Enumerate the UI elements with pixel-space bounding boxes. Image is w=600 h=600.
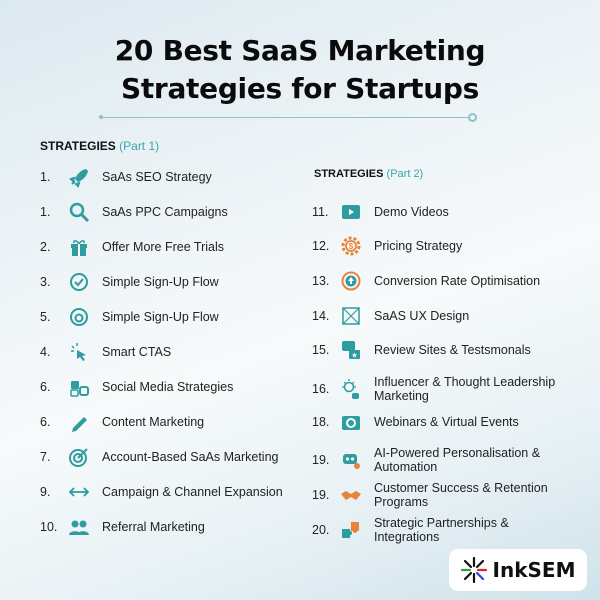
item-label: Simple Sign-Up Flow xyxy=(102,310,219,324)
starburst-icon xyxy=(460,557,487,583)
item-number: 11. xyxy=(312,205,329,219)
social-media-icon xyxy=(68,376,90,398)
item-label: SaAs SEO Strategy xyxy=(102,170,212,184)
item-label: SaAs PPC Campaigns xyxy=(102,205,228,219)
review-chat-icon: ★ xyxy=(340,339,362,361)
item-number: 18. xyxy=(312,415,330,429)
item-number: 5. xyxy=(40,310,51,324)
item-label: Offer More Free Trials xyxy=(102,240,225,254)
gift-icon xyxy=(68,236,90,258)
item-label: Webinars & Virtual Events xyxy=(374,415,519,429)
page-title: 20 Best SaaS Marketing Strategies for St… xyxy=(114,34,486,105)
handshake-icon xyxy=(340,484,362,506)
list-item: 19. Customer Success & Retention Programs xyxy=(312,481,564,509)
divider-end xyxy=(468,113,477,122)
svg-text:$: $ xyxy=(349,242,354,251)
item-label: Account-Based SaAs Marketing xyxy=(102,450,279,464)
item-number: 1. xyxy=(40,170,51,184)
item-label: Referral Marketing xyxy=(102,520,205,534)
item-label: Review Sites & Testsmonals xyxy=(374,343,531,357)
list-item: 19. AI-Powered Personalisation & Automati… xyxy=(312,446,564,474)
play-video-icon xyxy=(340,201,362,223)
wireframe-icon xyxy=(340,305,362,327)
list-item: 6. Content Marketing xyxy=(40,411,204,433)
search-icon xyxy=(68,201,90,223)
item-number: 15. xyxy=(312,343,330,357)
item-number: 3. xyxy=(40,275,51,289)
part2-heading: STRATEGIES (Part 2) xyxy=(314,168,424,180)
list-item: 20. Strategic Partnerships & Integrations xyxy=(312,516,564,544)
inksem-logo: InkSEM xyxy=(449,549,587,591)
item-label: SaAS UX Design xyxy=(374,309,470,323)
svg-text:★: ★ xyxy=(351,352,357,360)
list-item: 2. Offer More Free Trials xyxy=(40,236,224,258)
list-item: 12. $ Pricing Strategy xyxy=(312,235,462,257)
item-label: Strategic Partnerships & Integrations xyxy=(374,516,509,544)
item-number: 10. xyxy=(40,520,58,534)
item-label: Pricing Strategy xyxy=(374,239,463,253)
people-icon xyxy=(68,516,90,538)
list-item: 14. SaAS UX Design xyxy=(312,305,469,327)
arrow-up-circle-icon xyxy=(340,270,362,292)
robot-icon xyxy=(340,449,362,471)
item-number: 9. xyxy=(40,485,51,499)
item-number: 14. xyxy=(312,309,330,323)
puzzle-icon xyxy=(340,519,362,541)
item-number: 7. xyxy=(40,450,51,464)
pointer-click-icon xyxy=(68,341,90,363)
target-icon xyxy=(68,446,90,468)
list-item: 10. Referral Marketing xyxy=(40,516,205,538)
item-number: 20. xyxy=(312,523,330,537)
item-label: Smart CTAS xyxy=(102,345,172,359)
list-item: 11. Demo Videos xyxy=(312,201,449,223)
list-item: 5. Simple Sign-Up Flow xyxy=(40,306,219,328)
list-item: 9. Campaign & Channel Expansion xyxy=(40,481,283,503)
camera-icon xyxy=(340,411,362,433)
item-label: Campaign & Channel Expansion xyxy=(102,485,283,499)
pencil-icon xyxy=(68,411,90,433)
item-number: 16. xyxy=(312,382,330,396)
item-number: 6. xyxy=(40,380,51,394)
list-item: 16. Influencer & Thought Leadership Marke… xyxy=(312,375,564,403)
item-label: Influencer & Thought Leadership Marketin… xyxy=(374,375,556,403)
list-item: 13. Conversion Rate Optimisation xyxy=(312,270,540,292)
rocket-icon xyxy=(68,166,90,188)
list-item: 15. ★ Review Sites & Testsmonals xyxy=(312,339,531,361)
dollar-gear-icon: $ xyxy=(340,235,362,257)
item-label: Demo Videos xyxy=(374,205,449,219)
list-item: 7. Account-Based SaAs Marketing xyxy=(40,446,278,468)
list-item: 1. SaAs PPC Campaigns xyxy=(40,201,228,223)
item-number: 4. xyxy=(40,345,51,359)
list-item: 3. Simple Sign-Up Flow xyxy=(40,271,219,293)
item-number: 12. xyxy=(312,239,330,253)
target-circle-icon xyxy=(68,306,90,328)
divider xyxy=(100,117,470,118)
item-label: Customer Success & Retention Programs xyxy=(374,481,548,509)
list-item: 1. SaAs SEO Strategy xyxy=(40,166,212,188)
item-number: 6. xyxy=(40,415,51,429)
item-label: AI-Powered Personalisation & Automation xyxy=(374,446,541,474)
divider-dot xyxy=(99,115,103,119)
list-item: 6. Social Media Strategies xyxy=(40,376,233,398)
item-number: 19. xyxy=(312,453,330,467)
item-label: Conversion Rate Optimisation xyxy=(374,274,541,288)
item-label: Content Marketing xyxy=(102,415,205,429)
item-label: Simple Sign-Up Flow xyxy=(102,275,219,289)
part1-heading: STRATEGIES (Part 1) xyxy=(40,139,160,153)
item-number: 13. xyxy=(312,274,330,288)
lightbulb-person-icon xyxy=(340,378,362,400)
item-number: 2. xyxy=(40,240,51,254)
item-number: 19. xyxy=(312,488,330,502)
check-circle-icon xyxy=(68,271,90,293)
item-label: Social Media Strategies xyxy=(102,380,234,394)
item-number: 1. xyxy=(40,205,51,219)
list-item: 18. Webinars & Virtual Events xyxy=(312,411,519,433)
list-item: 4. Smart CTAS xyxy=(40,341,171,363)
arrows-expand-icon xyxy=(68,481,90,503)
